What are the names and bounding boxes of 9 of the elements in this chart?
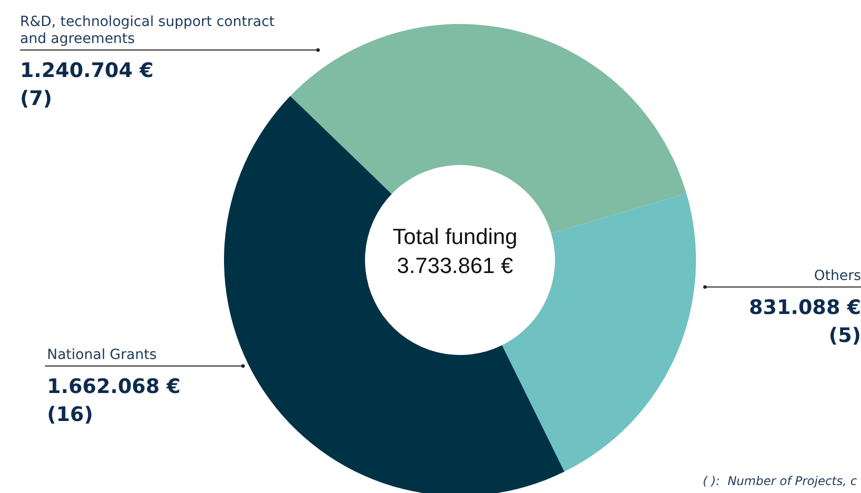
text: Total funding <box>392 224 518 250</box>
data-label: 1.240.704 € (7) <box>20 57 154 112</box>
slice-label: Others <box>812 268 861 285</box>
text: ( ): Number of Projects, c <box>702 474 857 488</box>
slice-label: National Grants <box>47 347 158 364</box>
slice-label: R&D, technological support contract and agreements <box>20 14 276 48</box>
data-label: 1.662.068 € (16) <box>47 373 182 428</box>
text: 3.733.861 € <box>396 253 514 279</box>
data-label: 831.088 € (5) <box>748 294 861 349</box>
